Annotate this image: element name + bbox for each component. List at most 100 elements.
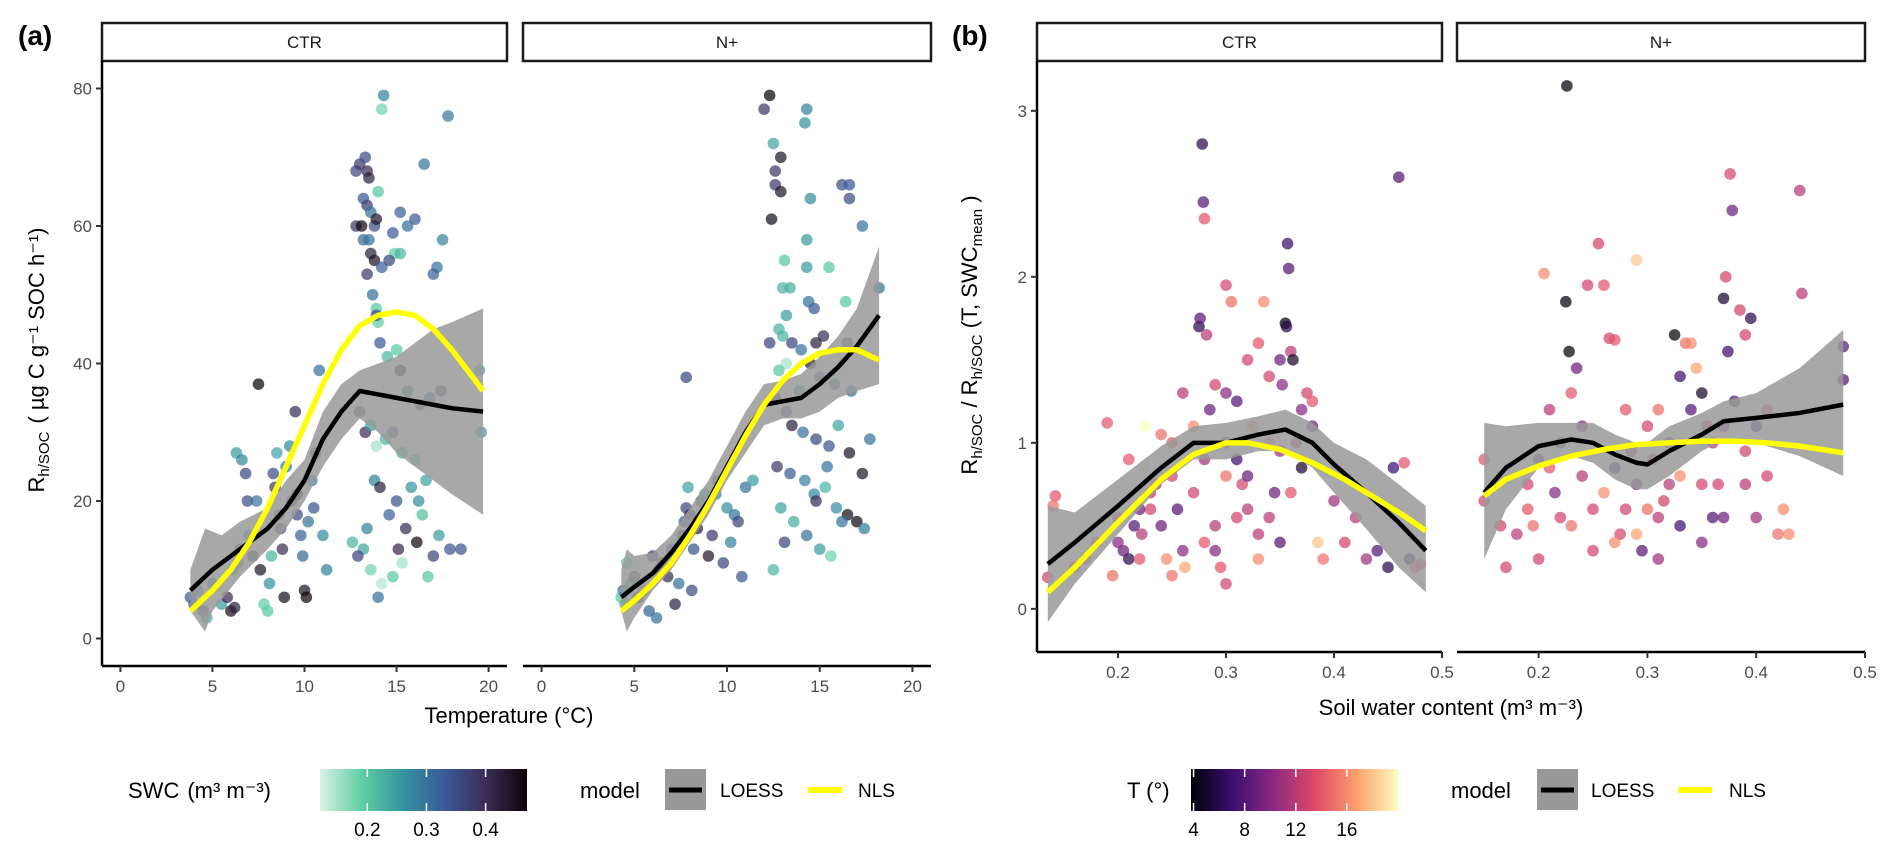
data-point [823,261,835,274]
y-tick-label: 60 [73,217,92,236]
data-point [1220,578,1232,590]
data-point [420,474,432,487]
panel-b-facet-nplus: N+ [1455,21,1867,63]
data-point [717,557,730,569]
data-point [392,543,405,555]
data-point [254,563,267,576]
y-tick-label: 80 [73,80,92,99]
x-tick-label: 0.4 [1744,663,1768,682]
data-point [1214,561,1227,574]
x-tick-label: 0.5 [1430,663,1454,682]
data-point [302,515,314,528]
data-point [1630,528,1643,540]
data-point [1241,503,1254,516]
data-point [1220,279,1232,291]
data-point [442,110,454,122]
data-point [1744,312,1757,325]
x-tick-label: 15 [387,677,406,696]
data-point [669,598,681,610]
data-point [390,495,403,507]
x-tick-label: 0.2 [1106,663,1130,682]
data-point [797,426,809,439]
data-point [685,584,698,597]
data-point [1587,544,1599,557]
x-tick-label: 0.3 [1214,663,1238,682]
data-point [1194,312,1206,325]
data-point [1761,470,1773,482]
data-point [1685,403,1697,416]
data-point [823,440,835,452]
data-point [1598,486,1610,499]
data-point [295,529,307,542]
data-point [1209,544,1221,557]
data-point [427,550,440,562]
data-point [1360,553,1373,565]
data-point [1209,378,1221,391]
data-point [372,591,384,604]
data-point [236,453,248,466]
x-tick-label: 10 [718,677,737,696]
data-point [787,515,800,528]
y-axis-title-a: Rh/SOC( µg C g⁻¹ SOC h⁻¹) [24,228,53,493]
data-point [1793,184,1806,197]
data-point [1619,403,1632,416]
x-tick-label: 0 [116,677,125,696]
data-point [1636,544,1648,557]
colorbar-swc [320,769,527,811]
data-point [1196,138,1209,150]
data-point [1177,544,1189,557]
data-point [427,268,440,280]
legend-nls-label: NLS [1729,781,1766,802]
data-point [300,591,313,604]
data-point [396,557,408,569]
data-point [800,103,813,115]
data-point [370,213,383,225]
data-point [361,268,373,280]
data-point [1734,304,1746,316]
data-point [1696,387,1708,399]
data-point [1231,395,1243,408]
data-point [839,295,852,308]
data-point [843,192,856,205]
data-point [1166,569,1178,582]
strip-box [521,21,933,63]
data-point [1657,495,1670,507]
data-point [1179,561,1191,574]
data-point [1717,511,1730,524]
data-point [1317,553,1329,565]
data-point [1652,403,1665,416]
colorbar-tick-label: 0.4 [472,820,499,841]
data-point [1209,520,1221,532]
nls-line [188,309,486,614]
legend-nls-label: NLS [858,781,895,802]
strip-box [1455,21,1867,63]
data-point [405,481,418,494]
data-point [856,220,869,232]
data-point [1630,254,1643,267]
data-point [1382,561,1394,574]
data-point [372,185,384,198]
data-point [856,467,869,480]
data-point [1668,329,1681,341]
x-tick-label: 0.5 [1853,663,1877,682]
data-point [1106,569,1119,582]
strip-box [100,21,509,63]
data-point [1274,354,1286,366]
strip-label-nplus: N+ [716,33,738,52]
panel-a-facet-nplus: N+ [521,21,933,63]
legend-model-b: model LOESS NLS [1451,769,1766,810]
data-point [1560,295,1572,308]
panel-b-facet-ctr: CTR [1035,21,1444,63]
x-tick-label: 0.3 [1636,663,1660,682]
data-point [1674,470,1686,482]
data-point [830,502,843,514]
data-point [252,378,265,390]
data-point [1225,295,1238,308]
nls-line [1482,438,1844,499]
data-point [401,220,414,232]
data-point [399,522,412,535]
data-point [804,192,817,205]
x-tick-label: 20 [903,677,922,696]
data-point [1561,80,1573,92]
